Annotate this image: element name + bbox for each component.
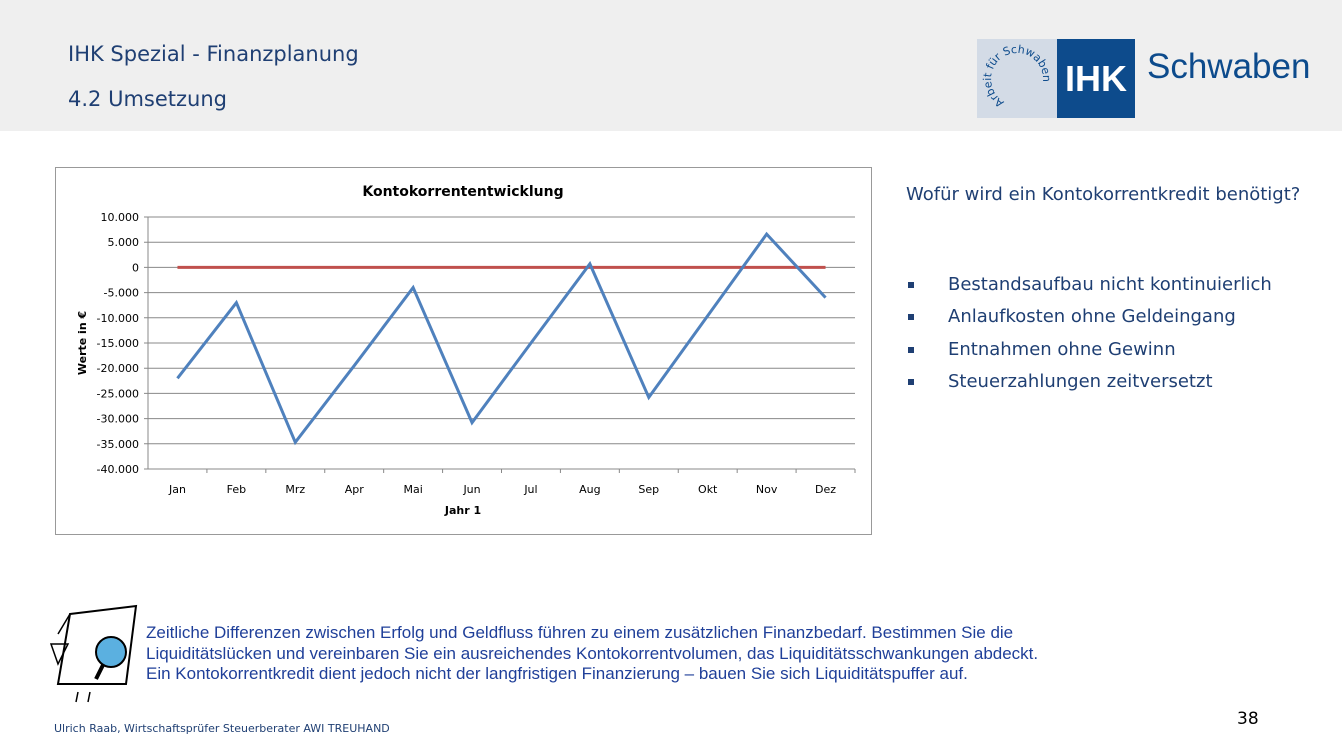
- bullet-text: Entnahmen ohne Gewinn: [948, 338, 1176, 360]
- y-tick-label: -20.000: [97, 362, 139, 375]
- y-axis-label: Werte in €: [76, 311, 89, 375]
- bullet-item: Steuerzahlungen zeitversetzt: [906, 371, 1272, 403]
- bullet-text: Steuerzahlungen zeitversetzt: [948, 370, 1213, 392]
- x-tick-label: Apr: [345, 483, 365, 496]
- side-question: Wofür wird ein Kontokorrentkredit benöti…: [906, 184, 1301, 205]
- x-tick-label: Jul: [523, 483, 537, 496]
- note-line: Liquiditätslücken und vereinbaren Sie ei…: [146, 643, 1039, 663]
- note-text: Zeitliche Differenzen zwischen Erfolg un…: [146, 623, 1038, 685]
- bullet-text: Anlaufkosten ohne Geldeingang: [948, 306, 1236, 328]
- y-tick-label: -40.000: [97, 463, 139, 476]
- y-tick-label: -25.000: [97, 387, 139, 400]
- y-tick-label: 10.000: [101, 211, 140, 224]
- series-line-kontostand: [176, 231, 827, 446]
- y-tick-label: -10.000: [97, 312, 139, 325]
- ihk-logo: Arbeit für Schwaben IHK Schwaben: [977, 39, 1311, 118]
- x-tick-label: Mrz: [285, 483, 305, 496]
- y-tick-label: -15.000: [97, 337, 139, 350]
- x-tick-label: Feb: [227, 483, 246, 496]
- x-tick-label: Jan: [168, 483, 186, 496]
- y-tick-label: 0: [132, 261, 139, 274]
- bullet-item: Entnahmen ohne Gewinn: [906, 339, 1272, 371]
- chart-frame: [55, 167, 872, 535]
- magnifier-character-icon: [49, 604, 138, 703]
- y-tick-label: -30.000: [97, 413, 139, 426]
- note-line: Zeitliche Differenzen zwischen Erfolg un…: [146, 623, 1014, 642]
- y-tick-label: 5.000: [108, 236, 140, 249]
- logo-ring-badge: Arbeit für Schwaben: [977, 39, 1057, 118]
- logo-ring-icon: Arbeit für Schwaben: [981, 43, 1053, 110]
- presentation-title: IHK Spezial - Finanzplanung: [68, 42, 359, 66]
- y-tick-label: -5.000: [104, 287, 139, 300]
- bullet-square-icon: [908, 378, 914, 385]
- bullet-text: Bestandsaufbau nicht kontinuierlich: [948, 274, 1272, 295]
- x-tick-label: Okt: [698, 483, 718, 496]
- x-tick-label: Sep: [638, 483, 659, 496]
- y-tick-label: -35.000: [97, 438, 139, 451]
- logo-ihk: IHK: [1057, 39, 1135, 118]
- x-tick-label: Nov: [756, 483, 778, 496]
- slide-title: 4.2 Umsetzung: [68, 87, 227, 111]
- x-axis-label: Jahr 1: [444, 504, 481, 517]
- x-tick-label: Aug: [579, 483, 600, 496]
- chart-title: Kontokorrententwicklung: [362, 184, 563, 200]
- x-tick-label: Mai: [403, 483, 422, 496]
- x-tick-label: Dez: [815, 483, 836, 496]
- bullet-square-icon: [908, 314, 914, 321]
- bullet-square-icon: [908, 346, 914, 353]
- page-number: 38: [1237, 709, 1259, 729]
- bullet-square-icon: [908, 282, 914, 288]
- footer-author: Ulrich Raab, Wirtschaftsprüfer Steuerber…: [54, 722, 390, 735]
- note-line: Ein Kontokorrentkredit dient jedoch nich…: [146, 664, 968, 683]
- logo-name: Schwaben: [1147, 47, 1311, 86]
- x-tick-label: Jun: [462, 483, 480, 496]
- bullet-item: Bestandsaufbau nicht kontinuierlich: [906, 274, 1272, 306]
- bullet-list: Bestandsaufbau nicht kontinuierlich Anla…: [906, 274, 1272, 403]
- bullet-item: Anlaufkosten ohne Geldeingang: [906, 306, 1272, 338]
